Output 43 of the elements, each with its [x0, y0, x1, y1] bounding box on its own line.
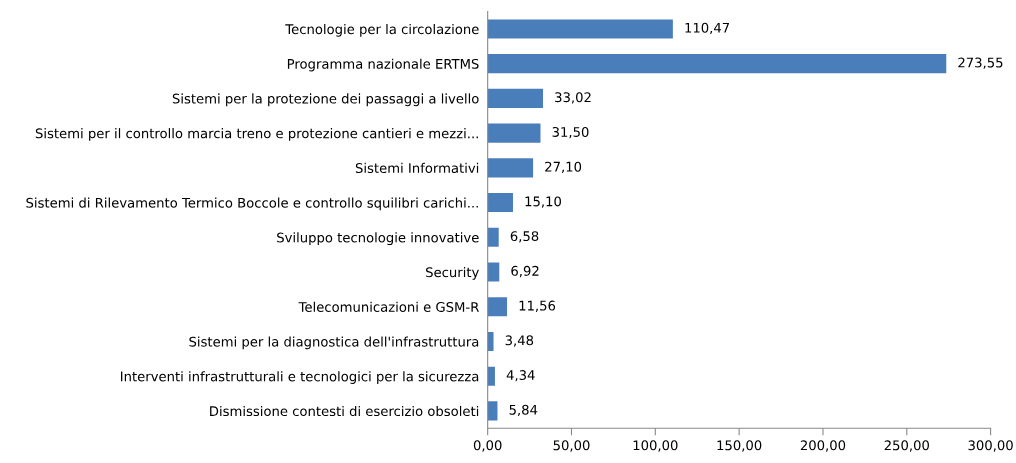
y-tick-label: Security — [426, 267, 479, 280]
y-tick-label: Programma nazionale ERTMS — [287, 58, 479, 72]
data-label: 31,50 — [552, 126, 589, 139]
y-tick-label: Dismissione contesti di esercizio obsoleti — [210, 405, 479, 417]
y-tick-label: Telecomunicazioni e GSM-R — [298, 301, 479, 312]
bar — [487, 401, 498, 421]
x-tick-label: 50,00 — [553, 440, 590, 452]
data-label: 27,10 — [545, 161, 582, 174]
bar — [487, 88, 544, 108]
bar — [487, 158, 534, 178]
data-label: 6,92 — [511, 265, 539, 278]
y-tick-label: Sistemi per la protezione dei passaggi a livello — [172, 93, 479, 107]
x-tick-label: 200,00 — [800, 440, 846, 452]
bar — [487, 262, 500, 282]
data-label: 6,58 — [510, 231, 539, 243]
data-label: 110,47 — [685, 22, 730, 35]
bar — [487, 331, 494, 352]
bar — [487, 227, 499, 247]
data-label: 5,84 — [509, 404, 538, 417]
x-tick-label: 150,00 — [717, 440, 762, 452]
y-tick-label: Sistemi di Rilevamento Termico Boccole e controllo squilibri carichi... — [26, 197, 478, 211]
data-label: 3,48 — [505, 335, 534, 347]
x-tick-label: 100,00 — [633, 440, 678, 452]
y-tick-label: Sistemi per la diagnostica dell'infrastruttura — [189, 336, 479, 350]
data-label: 4,34 — [506, 370, 535, 382]
data-label: 15,10 — [525, 196, 561, 208]
bar — [487, 193, 513, 213]
y-tick-label: Sviluppo tecnologie innovative — [277, 232, 479, 246]
bar — [487, 19, 673, 39]
x-tick-label: 250,00 — [884, 440, 929, 452]
y-tick-label: Sistemi per il controllo marcia treno e protezione cantieri e mezzi... — [35, 128, 478, 141]
x-tick-label: 300,00 — [968, 440, 1013, 452]
bar — [487, 54, 947, 74]
bar — [487, 123, 541, 143]
y-tick-label: Sistemi Informativi — [355, 162, 479, 174]
x-tick-label: 0,00 — [473, 440, 502, 452]
y-tick-label: Tecnologie per la circolazione — [285, 23, 479, 37]
bar — [487, 297, 508, 317]
data-label: 11,56 — [519, 300, 556, 312]
data-label: 33,02 — [555, 92, 591, 104]
data-label: 273,55 — [958, 57, 1003, 69]
y-tick-label: Interventi infrastrutturali e tecnologici per la sicurezza — [121, 371, 479, 384]
bar — [487, 366, 495, 386]
